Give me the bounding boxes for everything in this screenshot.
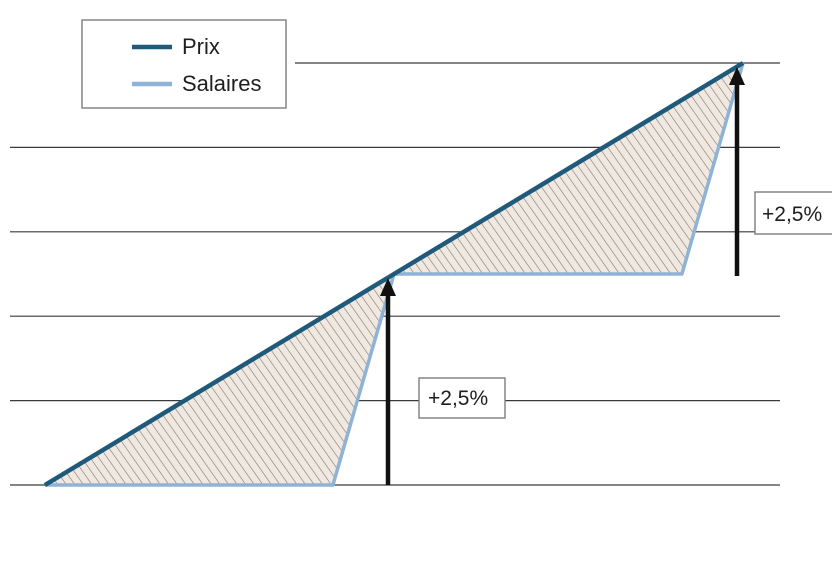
annotation-2: +2,5% <box>754 191 832 235</box>
annotation-label: +2,5% <box>762 203 822 226</box>
legend: Prix Salaires <box>81 19 287 109</box>
legend-label-salaires: Salaires <box>182 71 261 96</box>
legend-label-prix: Prix <box>182 34 220 59</box>
annotation-box <box>754 191 832 235</box>
arrow-head <box>380 278 396 296</box>
gridlines <box>10 62 780 486</box>
annotation-label: +2,5% <box>428 387 488 410</box>
annotation-box <box>418 377 506 419</box>
annotation-1: +2,5% <box>418 377 506 419</box>
legend-box <box>81 19 287 109</box>
arrow-head <box>729 67 745 85</box>
increase-arrows <box>380 67 745 485</box>
series-line-prix <box>43 61 745 487</box>
series-lines <box>43 61 745 487</box>
